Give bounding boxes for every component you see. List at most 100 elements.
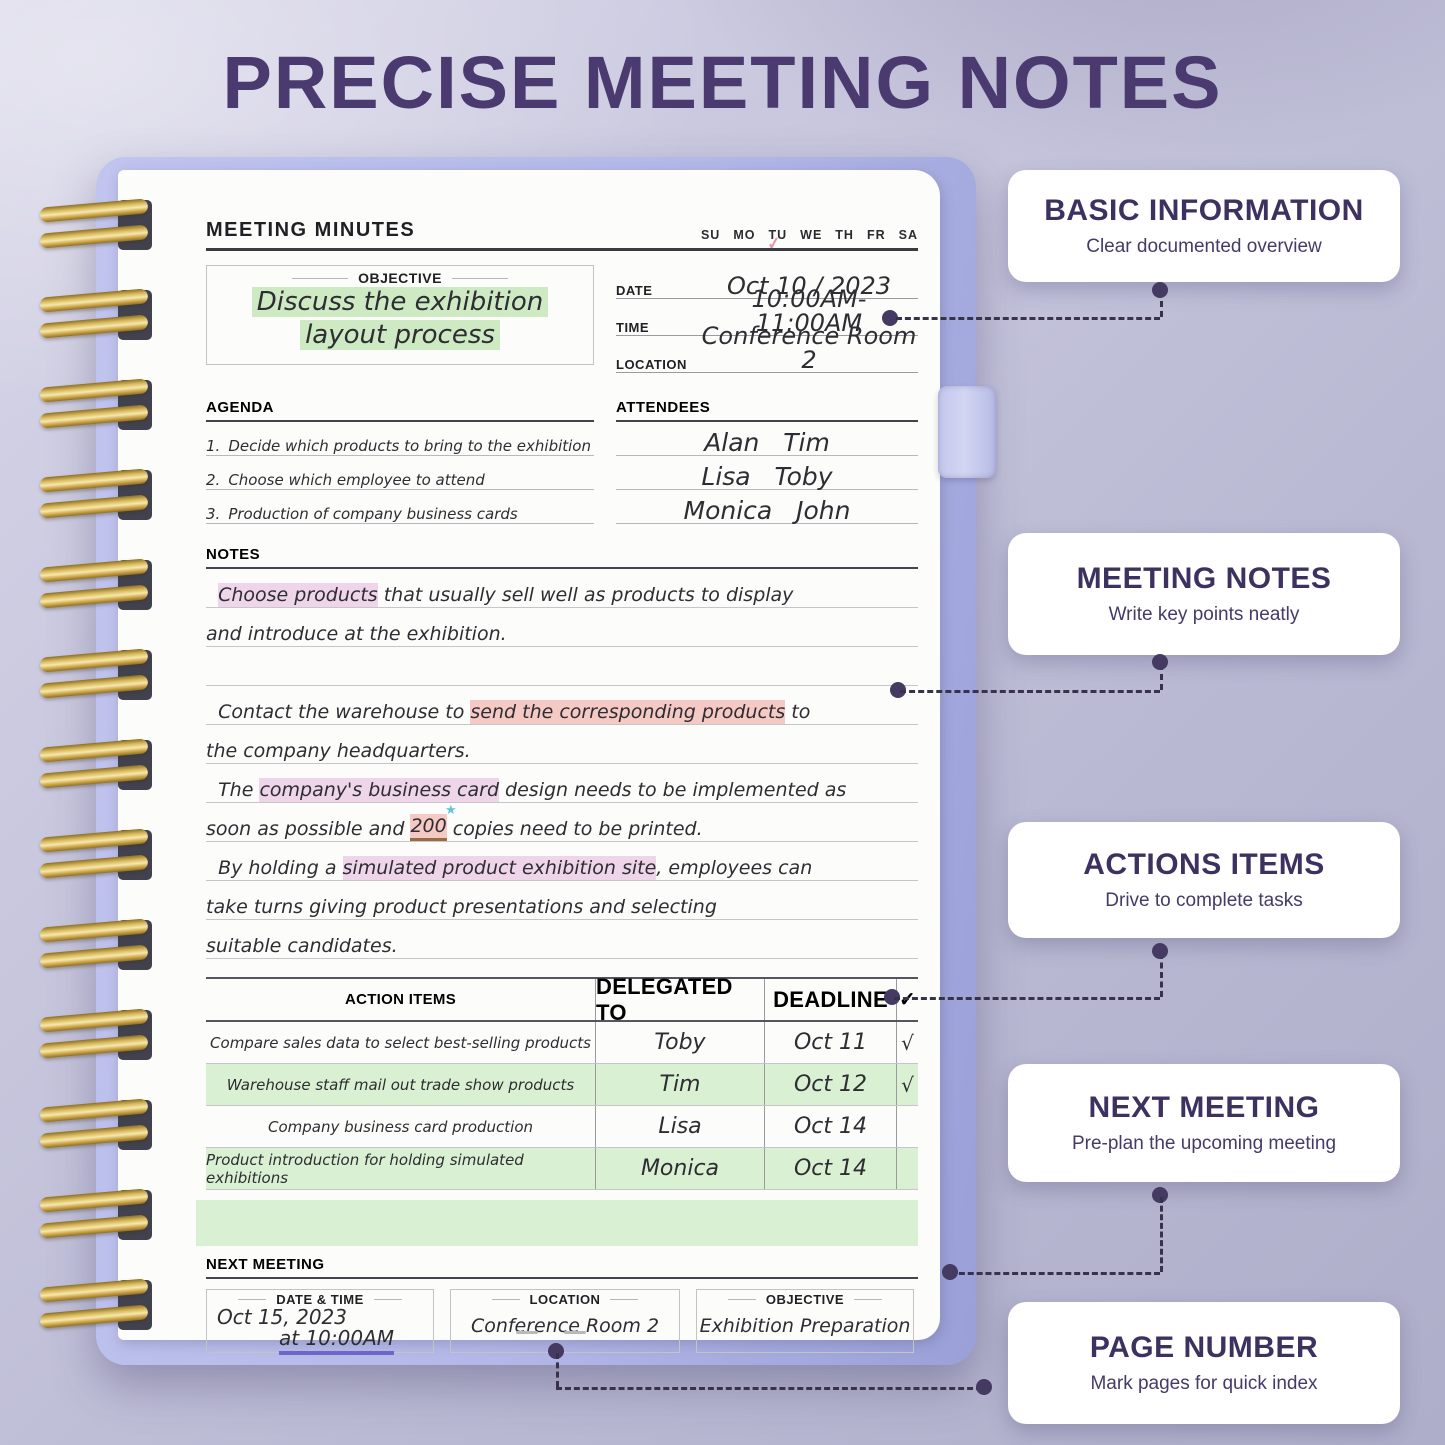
coil-unit — [39, 198, 152, 250]
connector-dot — [942, 1264, 958, 1280]
coil-unit — [39, 828, 152, 880]
note-text: By holding a — [206, 857, 343, 879]
notebook-page: MEETING MINUTES SU MO TU ✓ WE TH FR SA OBJECTIV… — [118, 170, 940, 1355]
connector-line — [950, 1272, 1160, 1275]
note-highlight: Choose products — [218, 583, 378, 607]
weekday: SU — [700, 228, 721, 242]
next-meeting-boxes: DATE & TIME Oct 15, 2023 at 10:00AM LOCATIO… — [206, 1289, 918, 1355]
connector-dot — [890, 682, 906, 698]
weekday-row: SU MO TU ✓ WE TH FR SA — [700, 228, 918, 254]
note-text: and introduce at the exhibition. — [206, 623, 507, 645]
coil-unit — [39, 648, 152, 700]
attendee-rows: Alan Tim Lisa Toby Monica John — [616, 422, 918, 524]
note-text: copies need to be printed. — [446, 818, 703, 840]
table-row: Product introduction for holding simulat… — [206, 1148, 918, 1190]
connector-line — [896, 317, 1160, 320]
coil-unit — [39, 558, 152, 610]
table-header-cell: DEADLINE — [764, 979, 896, 1020]
notes-section: NOTES Choose products that usually sell … — [206, 546, 918, 959]
table-cell-check — [896, 1148, 918, 1189]
agenda-label: AGENDA — [206, 399, 594, 422]
page-title: PRECISE MEETING NOTES — [222, 41, 1223, 124]
info-row: LOCATION Conference Room 2 — [616, 324, 918, 373]
agenda-item-text: Choose which employee to attend — [228, 471, 485, 489]
pen-loop — [938, 386, 996, 478]
info-value: Conference Room 2 — [701, 322, 917, 374]
attendee-row: Lisa Toby — [616, 456, 918, 490]
connector-line — [900, 690, 1160, 693]
connector-dot — [884, 989, 900, 1005]
agenda-item: 2. Choose which employee to attend — [206, 456, 594, 490]
table-cell-deadline: Oct 14 — [764, 1106, 896, 1147]
callout-subtitle: Clear documented overview — [1086, 236, 1322, 257]
note-line: soon as possible and 200 ★ copies need to… — [206, 803, 918, 842]
note-line: the company headquarters. — [206, 725, 918, 764]
next-meeting-datetime: at 10:00AM — [207, 1326, 433, 1355]
note-text: take turns giving product presentations … — [206, 896, 717, 918]
table-cell-delegated: Tim — [595, 1064, 764, 1105]
note-highlight: 200 ★ — [410, 803, 457, 841]
callout-card: PAGE NUMBER Mark pages for quick index — [1008, 1302, 1400, 1424]
next-meeting-box-label: OBJECTIVE — [697, 1292, 913, 1307]
info-label: DATE — [616, 283, 653, 298]
page-header: MEETING MINUTES SU MO TU ✓ WE TH FR SA — [206, 214, 918, 254]
info-row: TIME 10:00AM-11:00AM — [616, 287, 918, 336]
notes-label: NOTES — [206, 546, 918, 569]
day-check-icon: ✓ — [766, 233, 784, 254]
callout-title: ACTIONS ITEMS — [1083, 848, 1325, 881]
connector-dot — [548, 1343, 564, 1359]
objective-line: Discuss the exhibition — [207, 286, 593, 319]
table-cell-check: √ — [896, 1064, 918, 1105]
notes-lines: Choose products that usually sell well a… — [206, 569, 918, 959]
table-cell-delegated: Lisa — [595, 1106, 764, 1147]
table-header-cell: DELEGATED TO — [595, 974, 764, 1025]
table-row: Warehouse staff mail out trade show prod… — [206, 1064, 918, 1106]
weekday: FR — [866, 228, 886, 242]
info-label: TIME — [616, 320, 650, 335]
weekday: TH — [835, 228, 854, 242]
next-meeting-box-label: LOCATION — [451, 1292, 679, 1307]
table-cell-item: Product introduction for holding simulat… — [206, 1150, 524, 1187]
connector-dot — [882, 310, 898, 326]
connector-dot — [1152, 943, 1168, 959]
weekday: SA — [898, 228, 918, 242]
coil-unit — [39, 738, 152, 790]
note-line: Contact the warehouse to send the corres… — [206, 686, 918, 725]
agenda-item-text: Decide which products to bring to the ex… — [228, 437, 591, 455]
note-line: Choose products that usually sell well a… — [206, 569, 918, 608]
next-meeting-datetime: Oct 15, 2023 — [217, 1305, 347, 1329]
weekday: WE — [800, 228, 823, 242]
connector-line — [556, 1387, 982, 1390]
agenda-item-number: 2. — [206, 471, 221, 489]
next-meeting-box: LOCATION Conference Room 2 — [450, 1289, 680, 1353]
note-text: Contact the warehouse to — [206, 701, 471, 723]
note-highlight: simulated product exhibition site — [342, 856, 657, 880]
note-text: suitable candidates. — [206, 935, 398, 957]
note-line — [206, 647, 918, 686]
note-text: the company headquarters. — [206, 740, 471, 762]
note-line: By holding a simulated product exhibitio… — [206, 842, 918, 881]
callout-card: BASIC INFORMATION Clear documented overvi… — [1008, 170, 1400, 282]
coil-unit — [39, 288, 152, 340]
callout-title: NEXT MEETING — [1088, 1091, 1320, 1124]
table-cell-deadline: Oct 11 — [764, 1022, 896, 1063]
attendees-label: ATTENDEES — [616, 399, 918, 422]
table-cell-item: Company business card production — [267, 1117, 534, 1136]
table-cell-check: √ — [896, 1022, 918, 1063]
info-label: LOCATION — [616, 357, 687, 372]
table-cell-delegated: Toby — [595, 1022, 764, 1063]
note-text: design needs to be implemented as — [499, 779, 847, 801]
next-meeting-label: NEXT MEETING — [206, 1256, 918, 1279]
agenda-item-text: Production of company business cards — [228, 505, 518, 523]
callout-title: MEETING NOTES — [1076, 562, 1332, 595]
action-items-table: ACTION ITEMS DELEGATED TO DEADLINE ✓ Compare… — [206, 974, 918, 1190]
note-text: soon as possible and — [206, 818, 411, 840]
connector-line — [1160, 291, 1163, 317]
note-line: suitable candidates. — [206, 920, 918, 959]
table-row: Compare sales data to select best-sellin… — [206, 1022, 918, 1064]
callout-title: PAGE NUMBER — [1089, 1331, 1319, 1364]
coil-unit — [39, 1008, 152, 1060]
agenda-attendees-block: AGENDA 1. Decide which products to bring … — [206, 399, 918, 524]
connector-dot — [976, 1379, 992, 1395]
